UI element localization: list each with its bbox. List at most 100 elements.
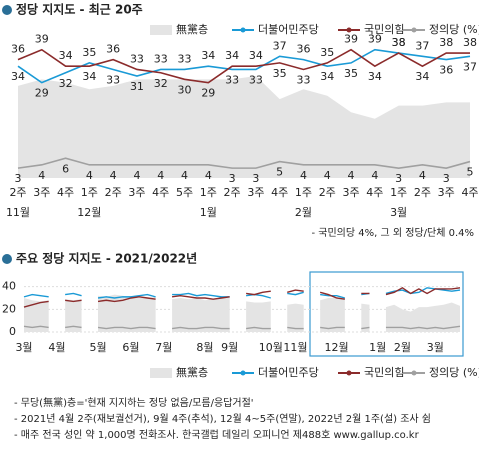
x-tick-label: 1주 (295, 186, 312, 199)
data-label: 4 (181, 169, 188, 182)
x-tick-label: 10월 (259, 341, 283, 354)
x-tick-label: 2주 (319, 186, 336, 199)
area (18, 76, 470, 178)
group-label: 2월 (295, 206, 312, 219)
footnote: - 매주 전국 성인 약 1,000명 전화조사. 한국갤럽 데일리 오피니언 … (14, 429, 420, 441)
legend-marker (411, 370, 417, 376)
data-label: 33 (225, 73, 239, 86)
footnote: - 2021년 4월 2주(재보궐선거), 9월 4주(추석), 12월 4~5… (14, 412, 431, 425)
data-label: 37 (463, 60, 477, 73)
title-icon (2, 254, 12, 264)
group-label: 1월 (200, 206, 217, 219)
data-label: 4 (419, 169, 426, 182)
x-tick-label: 3주 (128, 186, 145, 199)
line (17, 157, 471, 169)
x-tick-label: 5월 (89, 341, 106, 354)
line (23, 286, 461, 308)
legend-label: 無黨층 (176, 365, 208, 379)
data-label: 38 (392, 36, 406, 49)
data-label: 34 (201, 49, 215, 62)
data-label: 39 (368, 33, 382, 46)
data-label: 3 (443, 172, 450, 185)
data-label: 29 (201, 87, 215, 100)
x-tick-label: 3월 (427, 341, 444, 354)
data-label: 36 (439, 64, 453, 77)
x-tick-label: 3주 (247, 186, 264, 199)
x-tick-label: 4주 (152, 186, 169, 199)
x-tick-label: 3주 (438, 186, 455, 199)
data-label: 4 (110, 169, 117, 182)
data-label: 34 (225, 49, 239, 62)
data-label: 36 (106, 43, 120, 56)
data-label: 34 (320, 70, 334, 83)
data-label: 4 (133, 169, 140, 182)
data-label: 33 (130, 52, 144, 65)
chart-title: 정당 지지도 - 최근 20주 (16, 2, 143, 17)
data-label: 38 (439, 36, 453, 49)
data-label: 3 (229, 172, 236, 185)
x-tick-label: 4주 (461, 186, 478, 199)
data-label: 35 (344, 67, 358, 80)
data-label: 36 (296, 43, 310, 56)
line (17, 48, 470, 84)
data-label: 33 (249, 73, 263, 86)
x-tick-label: 7월 (155, 341, 172, 354)
group-label: 11월 (6, 206, 30, 219)
data-label: 5 (276, 166, 283, 179)
x-tick-label: 1주 (200, 186, 217, 199)
x-tick-label: 4주 (366, 186, 383, 199)
data-label: 34 (368, 70, 382, 83)
data-label: 35 (273, 67, 287, 80)
note: - 국민의당 4%, 그 외 정당/단체 0.4% (312, 227, 475, 239)
x-tick-label: 11월 (283, 341, 307, 354)
data-label: 34 (82, 70, 96, 83)
x-tick-label: 2주 (414, 186, 431, 199)
data-label: 4 (300, 169, 307, 182)
data-label: 4 (371, 169, 378, 182)
y-tick-label: 0 (9, 325, 16, 338)
data-label: 36 (11, 43, 25, 56)
chart-title: 주요 정당 지지도 - 2021/2022년 (16, 251, 197, 266)
data-label: 35 (82, 46, 96, 59)
data-label: 38 (392, 36, 406, 49)
data-label: 29 (35, 87, 49, 100)
data-label: 4 (38, 169, 45, 182)
y-tick-label: 40 (2, 280, 16, 293)
data-label: 33 (106, 73, 120, 86)
x-tick-label: 1월 (369, 341, 386, 354)
x-tick-label: 2주 (9, 186, 26, 199)
legend-label: 국민의힘 (364, 366, 404, 379)
data-label: 3 (15, 172, 22, 185)
legend-swatch (150, 25, 172, 35)
title-icon (2, 5, 12, 15)
legend-label: 국민의힘 (364, 23, 404, 36)
legend-label: 정의당 (%) (429, 23, 479, 36)
legend-label: 無黨층 (176, 22, 208, 36)
data-label: 3 (252, 172, 259, 185)
data-label: 6 (62, 162, 69, 175)
legend-label: 더불어민주당 (258, 23, 319, 36)
data-label: 34 (415, 70, 429, 83)
x-tick-label: 4주 (57, 186, 74, 199)
x-tick-label: 5주 (176, 186, 193, 199)
highlight-box (309, 271, 464, 357)
x-tick-label: 2주 (105, 186, 122, 199)
data-label: 35 (320, 46, 334, 59)
legend-marker (346, 27, 352, 33)
x-tick-label: 3주 (342, 186, 359, 199)
x-tick-label: 6월 (122, 341, 139, 354)
data-label: 39 (344, 33, 358, 46)
data-label: 4 (157, 169, 164, 182)
legend-marker (240, 370, 246, 376)
data-label: 4 (205, 169, 212, 182)
x-tick-label: 8월 (196, 341, 213, 354)
data-label: 34 (11, 70, 25, 83)
data-label: 34 (59, 49, 73, 62)
legend-label: 더불어민주당 (258, 366, 319, 379)
legend-marker (411, 27, 417, 33)
group-label: 12월 (77, 206, 101, 219)
data-label: 4 (348, 169, 355, 182)
legend-marker (346, 370, 352, 376)
data-label: 37 (273, 39, 287, 52)
